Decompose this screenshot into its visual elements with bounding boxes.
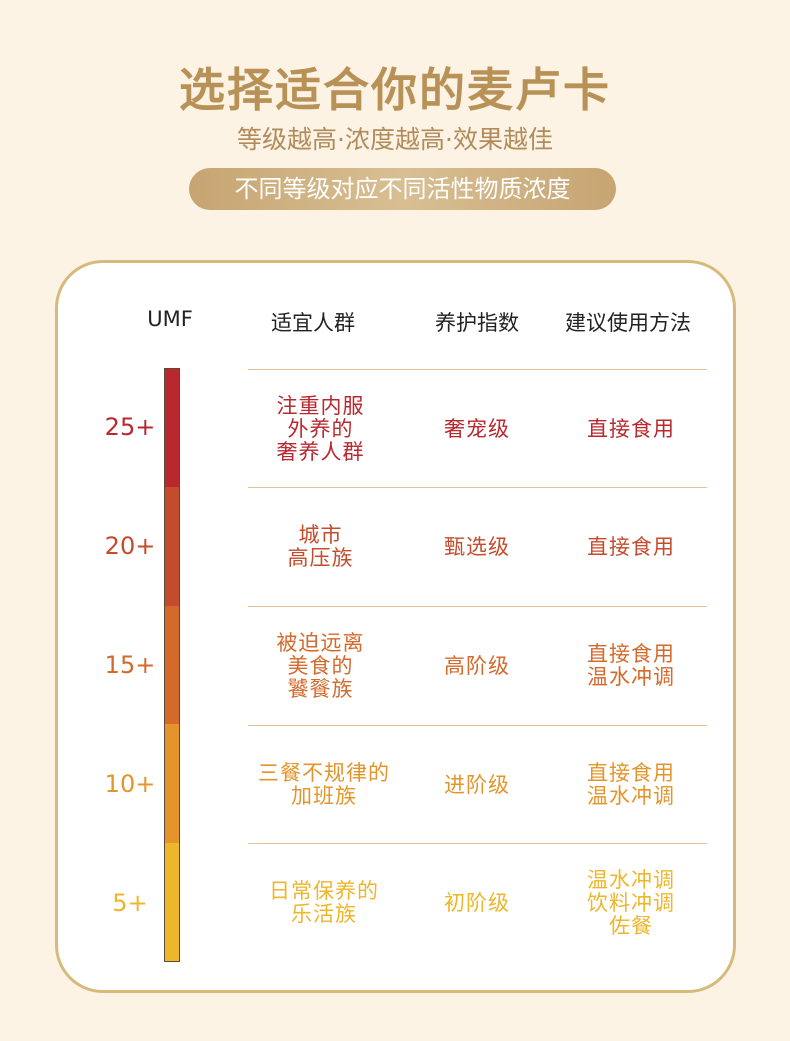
page-subtitle: 等级越高·浓度越高·效果越佳	[237, 125, 553, 154]
umf-value: 10+	[104, 770, 156, 798]
level-cell: 甄选级	[444, 534, 510, 559]
people-cell: 城市 高压族	[287, 523, 354, 570]
method-cell: 直接食用 温水冲调	[587, 761, 675, 808]
row-divider	[248, 606, 707, 607]
method-cell: 温水冲调 饮料冲调 佐餐	[587, 867, 675, 938]
level-cell: 高阶级	[444, 653, 510, 678]
umf-bar-segment-25	[165, 369, 179, 488]
umf-bar-segment-15	[165, 605, 179, 725]
umf-value: 5+	[112, 889, 148, 917]
people-cell: 被迫远离 美食的 饕餮族	[276, 630, 365, 701]
umf-value: 25+	[104, 413, 156, 441]
method-cell: 直接食用	[587, 534, 675, 559]
level-cell: 初阶级	[444, 890, 510, 915]
level-cell: 奢宠级	[444, 416, 510, 441]
level-cell: 进阶级	[444, 772, 510, 797]
info-pill: 不同等级对应不同活性物质浓度	[189, 168, 616, 210]
header-level: 养护指数	[435, 311, 519, 335]
row-divider	[248, 487, 707, 488]
umf-bar-segment-10	[165, 724, 179, 843]
header-method: 建议使用方法	[565, 311, 691, 335]
umf-bar-segment-5	[165, 842, 179, 961]
row-divider	[248, 843, 707, 844]
umf-bar-segment-20	[165, 487, 179, 606]
people-cell: 日常保养的 乐活族	[269, 879, 379, 926]
header-people: 适宜人群	[271, 311, 355, 335]
people-cell: 三餐不规律的 加班族	[258, 761, 390, 808]
people-cell: 注重内服 外养的 奢养人群	[276, 393, 365, 464]
umf-value: 15+	[104, 651, 156, 679]
method-cell: 直接食用	[587, 416, 675, 441]
umf-gradient-bar	[164, 368, 180, 962]
header-umf: UMF	[147, 307, 193, 331]
umf-value: 20+	[104, 532, 156, 560]
row-divider	[248, 725, 707, 726]
row-divider	[248, 369, 707, 370]
method-cell: 直接食用 温水冲调	[587, 642, 675, 689]
page-title: 选择适合你的麦卢卡	[179, 63, 611, 117]
